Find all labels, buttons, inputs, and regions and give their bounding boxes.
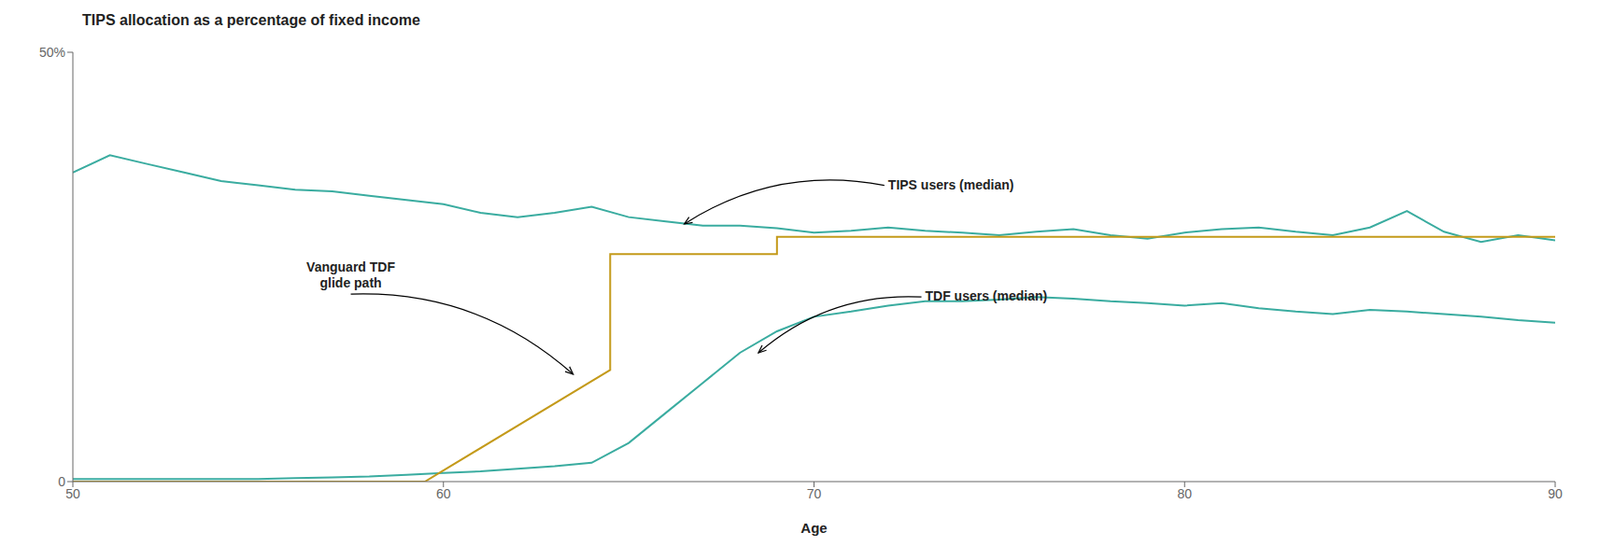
svg-text:TIPS users (median): TIPS users (median) — [888, 177, 1015, 193]
html-text:TIPS allocation as a percentag: TIPS allocation as a percentage of fixed… — [82, 12, 421, 29]
svg-text:50: 50 — [65, 486, 81, 502]
svg-text:80: 80 — [1176, 486, 1192, 502]
svg-text:Vanguard TDFglide path: Vanguard TDFglide path — [306, 259, 396, 291]
svg-text:TDF users (median): TDF users (median) — [925, 288, 1048, 304]
svg-text:60: 60 — [436, 486, 452, 502]
svg-text:70: 70 — [807, 486, 822, 502]
svg-text:Age: Age — [800, 520, 827, 537]
svg-text:90: 90 — [1547, 486, 1563, 502]
svg-text:50%: 50% — [39, 44, 66, 60]
svg-text:0: 0 — [57, 474, 66, 490]
